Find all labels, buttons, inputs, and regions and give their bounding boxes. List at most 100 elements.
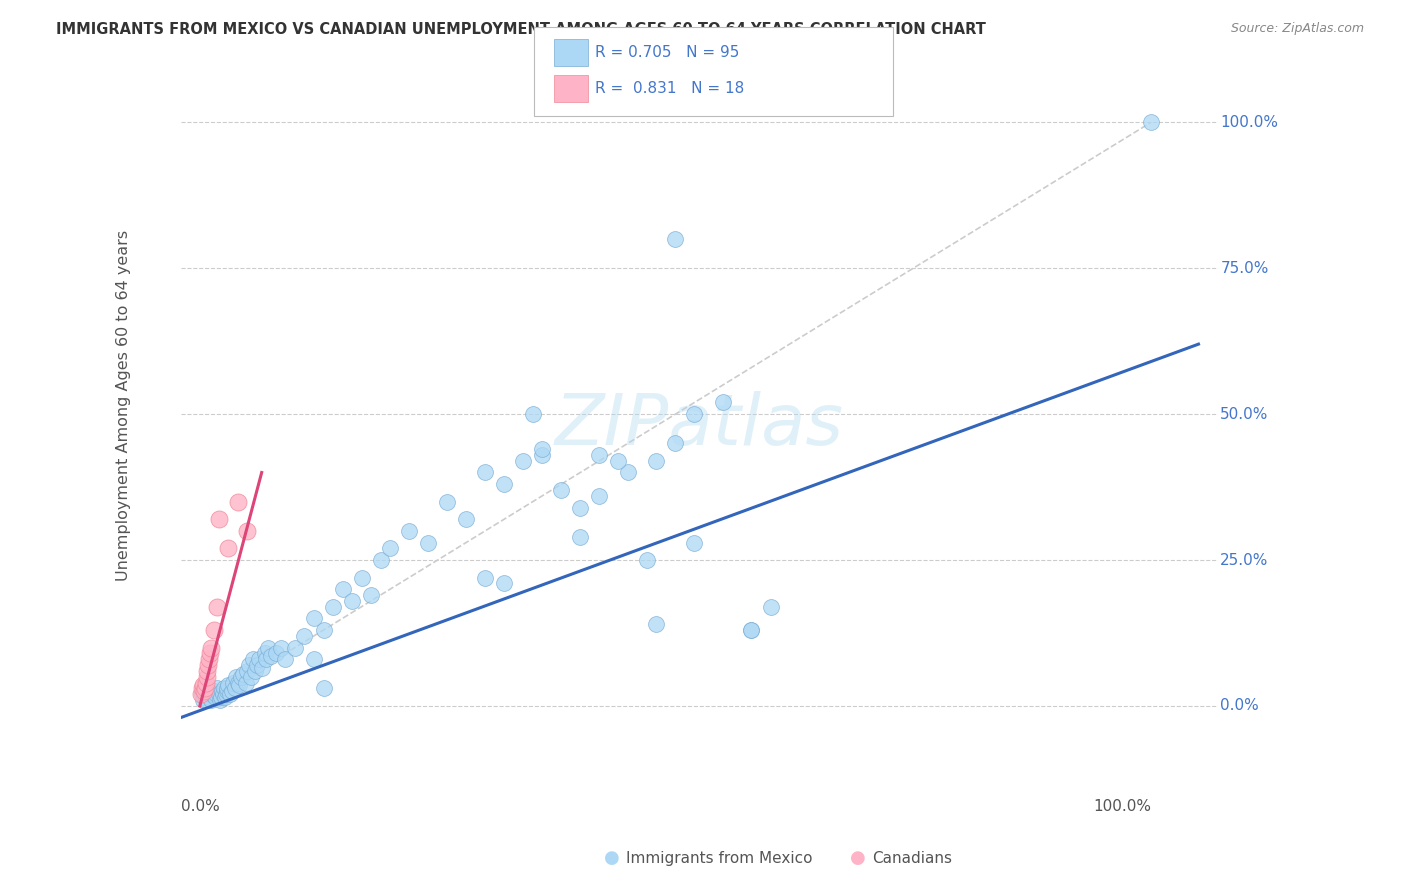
Point [398, 524, 420, 538]
Point [683, 407, 706, 421]
Point [226, 494, 249, 508]
Text: Unemployment Among Ages 60 to 64 years: Unemployment Among Ages 60 to 64 years [117, 230, 131, 581]
Point [221, 684, 243, 698]
Point [208, 693, 231, 707]
Point [607, 454, 630, 468]
Text: 0.0%: 0.0% [181, 799, 219, 814]
Point [191, 693, 214, 707]
Point [531, 442, 554, 457]
Point [194, 687, 217, 701]
Point [217, 681, 239, 696]
Point [193, 690, 215, 705]
Text: 0.0%: 0.0% [1220, 698, 1260, 714]
Point [247, 652, 270, 666]
Point [378, 541, 401, 556]
Point [474, 466, 496, 480]
Point [214, 690, 236, 705]
Point [740, 623, 762, 637]
Point [436, 494, 458, 508]
Point [198, 690, 221, 705]
Point [246, 658, 269, 673]
Point [194, 675, 217, 690]
Text: Immigrants from Mexico: Immigrants from Mexico [626, 851, 813, 865]
Point [418, 535, 440, 549]
Point [211, 684, 233, 698]
Text: ●: ● [849, 849, 866, 867]
Point [197, 664, 219, 678]
Point [191, 681, 214, 696]
Text: 25.0%: 25.0% [1220, 552, 1268, 567]
Point [236, 664, 259, 678]
Point [284, 640, 307, 655]
Point [193, 684, 215, 698]
Point [197, 658, 219, 673]
Point [232, 666, 254, 681]
Point [219, 687, 242, 701]
Point [205, 599, 228, 614]
Point [200, 693, 222, 707]
Point [322, 599, 344, 614]
Point [253, 646, 276, 660]
Point [224, 681, 246, 696]
Point [588, 489, 610, 503]
Point [236, 524, 259, 538]
Point [569, 530, 592, 544]
Text: 100.0%: 100.0% [1092, 799, 1152, 814]
Point [197, 687, 219, 701]
Point [332, 582, 354, 597]
Point [226, 675, 249, 690]
Text: R =  0.831   N = 18: R = 0.831 N = 18 [595, 81, 744, 95]
Point [194, 693, 217, 707]
Text: 75.0%: 75.0% [1220, 260, 1268, 276]
Point [350, 570, 373, 584]
Point [256, 652, 278, 666]
Point [228, 678, 250, 692]
Point [240, 670, 263, 684]
Point [198, 652, 221, 666]
Point [274, 652, 297, 666]
Point [212, 681, 235, 696]
Point [222, 675, 245, 690]
Point [215, 684, 238, 698]
Point [217, 678, 239, 692]
Point [238, 658, 260, 673]
Text: Source: ZipAtlas.com: Source: ZipAtlas.com [1230, 22, 1364, 36]
Point [200, 640, 222, 655]
Text: 100.0%: 100.0% [1220, 115, 1278, 130]
Point [312, 681, 335, 696]
Point [456, 512, 478, 526]
Point [664, 232, 686, 246]
Point [264, 646, 287, 660]
Point [229, 670, 252, 684]
Point [302, 652, 325, 666]
Point [294, 629, 316, 643]
Point [204, 690, 226, 705]
Point [235, 675, 257, 690]
Point [208, 687, 231, 701]
Point [494, 477, 516, 491]
Point [202, 684, 225, 698]
Point [197, 681, 219, 696]
Point [645, 617, 668, 632]
Point [740, 623, 762, 637]
Point [683, 535, 706, 549]
Point [531, 448, 554, 462]
Point [202, 623, 225, 637]
Point [250, 661, 273, 675]
Point [302, 611, 325, 625]
Point [209, 690, 232, 705]
Text: 50.0%: 50.0% [1220, 407, 1268, 422]
Point [195, 670, 218, 684]
Point [617, 466, 640, 480]
Point [759, 599, 782, 614]
Point [636, 553, 658, 567]
Point [588, 448, 610, 462]
Point [214, 687, 236, 701]
Text: R = 0.705   N = 95: R = 0.705 N = 95 [595, 45, 740, 60]
Point [569, 500, 592, 515]
Point [217, 541, 239, 556]
Point [242, 652, 264, 666]
Point [200, 646, 222, 660]
Text: IMMIGRANTS FROM MEXICO VS CANADIAN UNEMPLOYMENT AMONG AGES 60 TO 64 YEARS CORREL: IMMIGRANTS FROM MEXICO VS CANADIAN UNEMP… [56, 22, 986, 37]
Point [340, 594, 363, 608]
